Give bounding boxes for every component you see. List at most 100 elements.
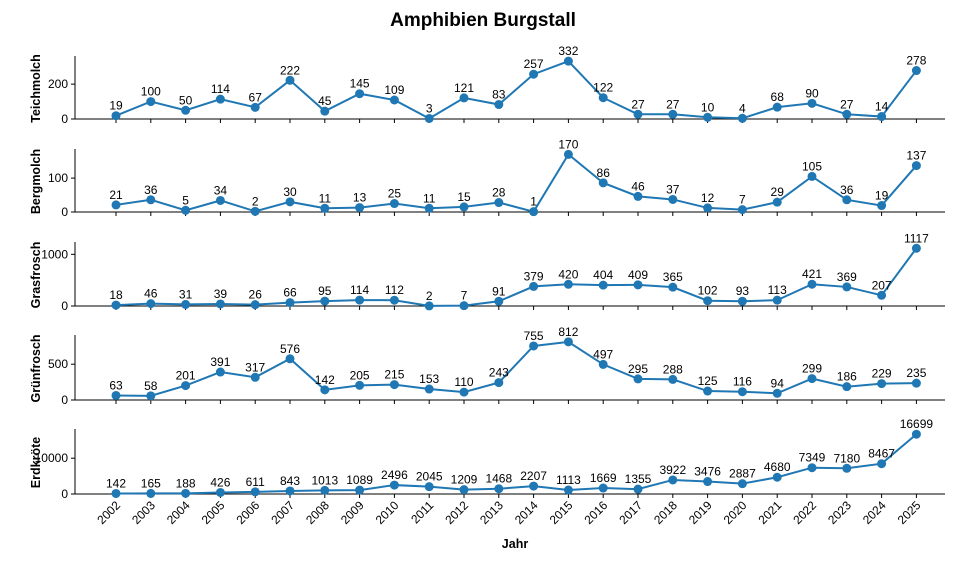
data-point xyxy=(877,459,887,469)
data-point xyxy=(737,479,747,489)
data-label: 207 xyxy=(872,278,892,292)
y-tick-label: 10000 xyxy=(35,451,69,465)
data-point xyxy=(668,475,678,485)
y-axis-label: Bergmolch xyxy=(29,149,43,214)
series-line-bergmolch xyxy=(115,152,918,213)
data-label: 26 xyxy=(249,288,263,302)
data-label: 90 xyxy=(805,86,819,100)
data-point xyxy=(842,195,852,205)
data-point xyxy=(355,380,365,390)
data-point xyxy=(111,300,121,310)
data-label: 1355 xyxy=(625,472,652,486)
y-axis-label: Grasfrosch xyxy=(29,242,43,309)
data-label: 1468 xyxy=(485,472,512,486)
data-label: 222 xyxy=(280,63,300,77)
data-label: 3476 xyxy=(694,465,721,479)
data-label: 3922 xyxy=(659,463,686,477)
data-point xyxy=(563,149,573,159)
data-label: 2207 xyxy=(520,469,547,483)
data-label: 243 xyxy=(489,366,509,380)
y-tick-label: 0 xyxy=(61,299,68,313)
x-tick-label: 2011 xyxy=(408,498,436,526)
x-tick-label: 2024 xyxy=(860,498,889,527)
x-tick-label: 2003 xyxy=(129,498,158,527)
data-label: 165 xyxy=(141,476,161,490)
y-tick-label: 0 xyxy=(61,393,68,407)
data-point xyxy=(911,429,921,439)
y-tick-label: 100 xyxy=(48,171,68,185)
data-label: 497 xyxy=(593,347,613,361)
data-label: 39 xyxy=(214,287,228,301)
data-point xyxy=(459,301,469,311)
data-label: 50 xyxy=(179,93,193,107)
data-point xyxy=(250,300,260,310)
data-label: 137 xyxy=(906,149,926,163)
x-tick-label: 2017 xyxy=(616,498,645,527)
x-tick-label: 2020 xyxy=(721,498,750,527)
x-tick-label: 2014 xyxy=(512,498,541,527)
data-label: 11 xyxy=(319,191,332,205)
data-label: 7349 xyxy=(799,451,826,465)
data-label: 409 xyxy=(628,268,648,282)
x-tick-label: 2023 xyxy=(825,498,854,527)
data-point xyxy=(807,374,817,384)
data-point xyxy=(215,94,225,104)
data-label: 102 xyxy=(698,284,718,298)
data-point xyxy=(459,387,469,397)
data-point xyxy=(146,195,156,205)
data-label: 7 xyxy=(739,193,746,207)
data-point xyxy=(772,102,782,112)
series-line-teichmolch xyxy=(115,59,918,120)
data-label: 3 xyxy=(426,101,433,115)
data-point xyxy=(877,112,887,122)
data-label: 114 xyxy=(211,82,230,96)
data-point xyxy=(320,296,330,306)
data-label: 105 xyxy=(802,159,822,173)
data-point xyxy=(494,100,504,110)
data-label: 113 xyxy=(768,283,787,297)
data-label: 145 xyxy=(350,77,370,91)
data-point xyxy=(737,387,747,397)
data-point xyxy=(355,89,365,99)
data-label: 45 xyxy=(318,94,332,108)
x-tick-label: 2021 xyxy=(756,498,785,527)
data-point xyxy=(494,296,504,306)
data-label: 21 xyxy=(109,188,123,202)
data-point xyxy=(459,202,469,212)
data-point xyxy=(494,378,504,388)
data-label: 125 xyxy=(698,374,718,388)
data-point xyxy=(111,488,121,498)
data-point xyxy=(563,485,573,495)
data-point xyxy=(181,205,191,215)
data-point xyxy=(668,282,678,292)
data-point xyxy=(320,106,330,116)
data-label: 36 xyxy=(840,183,854,197)
data-point xyxy=(424,203,434,213)
data-point xyxy=(181,105,191,115)
x-tick-label: 2012 xyxy=(442,498,471,527)
data-label: 116 xyxy=(733,375,752,389)
data-label: 365 xyxy=(663,270,683,284)
data-point xyxy=(320,385,330,395)
data-label: 36 xyxy=(144,183,158,197)
data-label: 5 xyxy=(182,193,189,207)
data-label: 109 xyxy=(384,83,404,97)
data-point xyxy=(598,280,608,290)
data-label: 110 xyxy=(454,375,473,389)
series-line-grasfrosch xyxy=(115,247,918,307)
data-point xyxy=(598,483,608,493)
x-tick-label: 2004 xyxy=(164,498,193,527)
data-label: 95 xyxy=(318,284,332,298)
data-label: 611 xyxy=(246,475,265,489)
data-label: 215 xyxy=(384,368,404,382)
data-label: 66 xyxy=(283,286,297,300)
data-label: 1 xyxy=(530,195,537,209)
data-label: 4680 xyxy=(764,460,791,474)
data-label: 112 xyxy=(385,283,404,297)
data-label: 46 xyxy=(631,179,645,193)
data-point xyxy=(215,299,225,309)
y-axis-label: Grünfrosch xyxy=(29,334,43,402)
data-label: 288 xyxy=(663,362,683,376)
data-label: 404 xyxy=(593,268,613,282)
